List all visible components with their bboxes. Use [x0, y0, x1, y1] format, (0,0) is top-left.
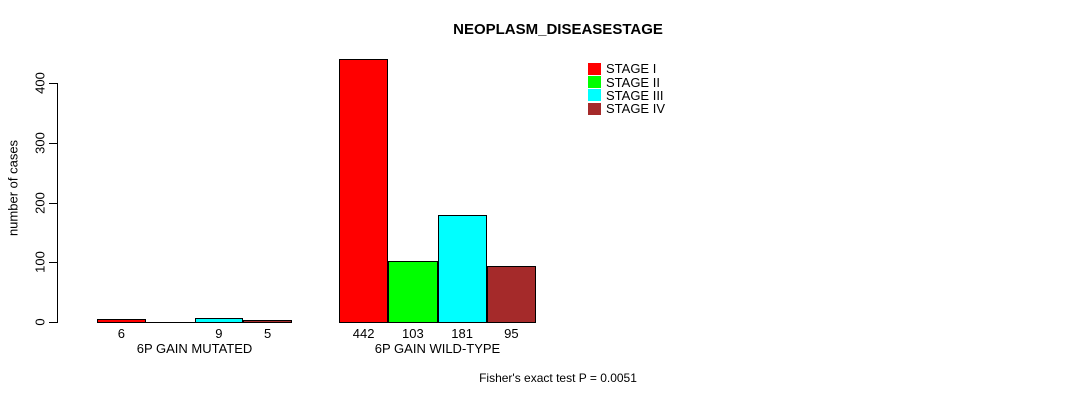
bar-value-label: 103: [402, 326, 424, 341]
bar-stage-i: [339, 59, 389, 323]
y-tick-label: 200: [32, 192, 48, 214]
y-axis-line: [57, 83, 58, 323]
fisher-test-annotation: Fisher's exact test P = 0.0051: [479, 371, 637, 385]
bar-value-label: 95: [504, 326, 519, 341]
bar-stage-iv: [243, 320, 292, 323]
x-group-label: 6P GAIN WILD-TYPE: [374, 341, 501, 356]
bar-value-label: 442: [352, 326, 375, 341]
y-tick-mark: [49, 262, 57, 263]
legend-swatch: [588, 89, 601, 102]
legend-entry-label: STAGE III: [606, 87, 664, 103]
legend-entry: STAGE III: [588, 89, 665, 102]
y-tick-mark: [49, 203, 57, 204]
bar-stage-ii-zero: [145, 322, 195, 323]
bar-value-label: 181: [451, 326, 473, 341]
y-tick-mark: [49, 83, 57, 84]
bar-value-label: 9: [215, 326, 223, 341]
legend-entry-label: STAGE IV: [606, 101, 665, 117]
legend: STAGE I STAGE II STAGE III STAGE IV: [588, 62, 665, 116]
legend-entry: STAGE I: [588, 62, 665, 75]
legend-entry: STAGE IV: [588, 102, 665, 115]
legend-entry-label: STAGE I: [606, 61, 657, 77]
chart-title: NEOPLASM_DISEASESTAGE: [453, 21, 663, 38]
bar-value-label: 6: [117, 326, 125, 341]
bar-stage-iii: [437, 215, 487, 323]
bar-stage-iv: [486, 266, 536, 323]
bar-stage-i: [97, 319, 146, 323]
legend-entry-label: STAGE II: [606, 74, 660, 90]
y-tick-label: 0: [32, 318, 48, 326]
legend-swatch: [588, 102, 601, 115]
bar-stage-ii: [388, 261, 438, 323]
x-group-label: 6P GAIN MUTATED: [136, 341, 253, 356]
legend-swatch: [588, 62, 601, 75]
y-tick-mark: [49, 143, 57, 144]
legend-entry: STAGE II: [588, 74, 665, 90]
y-tick-label: 400: [32, 72, 48, 94]
legend-swatch: [588, 76, 601, 89]
y-tick-label: 100: [32, 251, 48, 273]
y-axis-label: number of cases: [5, 139, 21, 237]
bar-value-label: 5: [264, 326, 272, 341]
y-tick-mark: [49, 322, 57, 323]
bar-stage-iii: [194, 318, 244, 323]
y-tick-label: 300: [32, 132, 48, 154]
